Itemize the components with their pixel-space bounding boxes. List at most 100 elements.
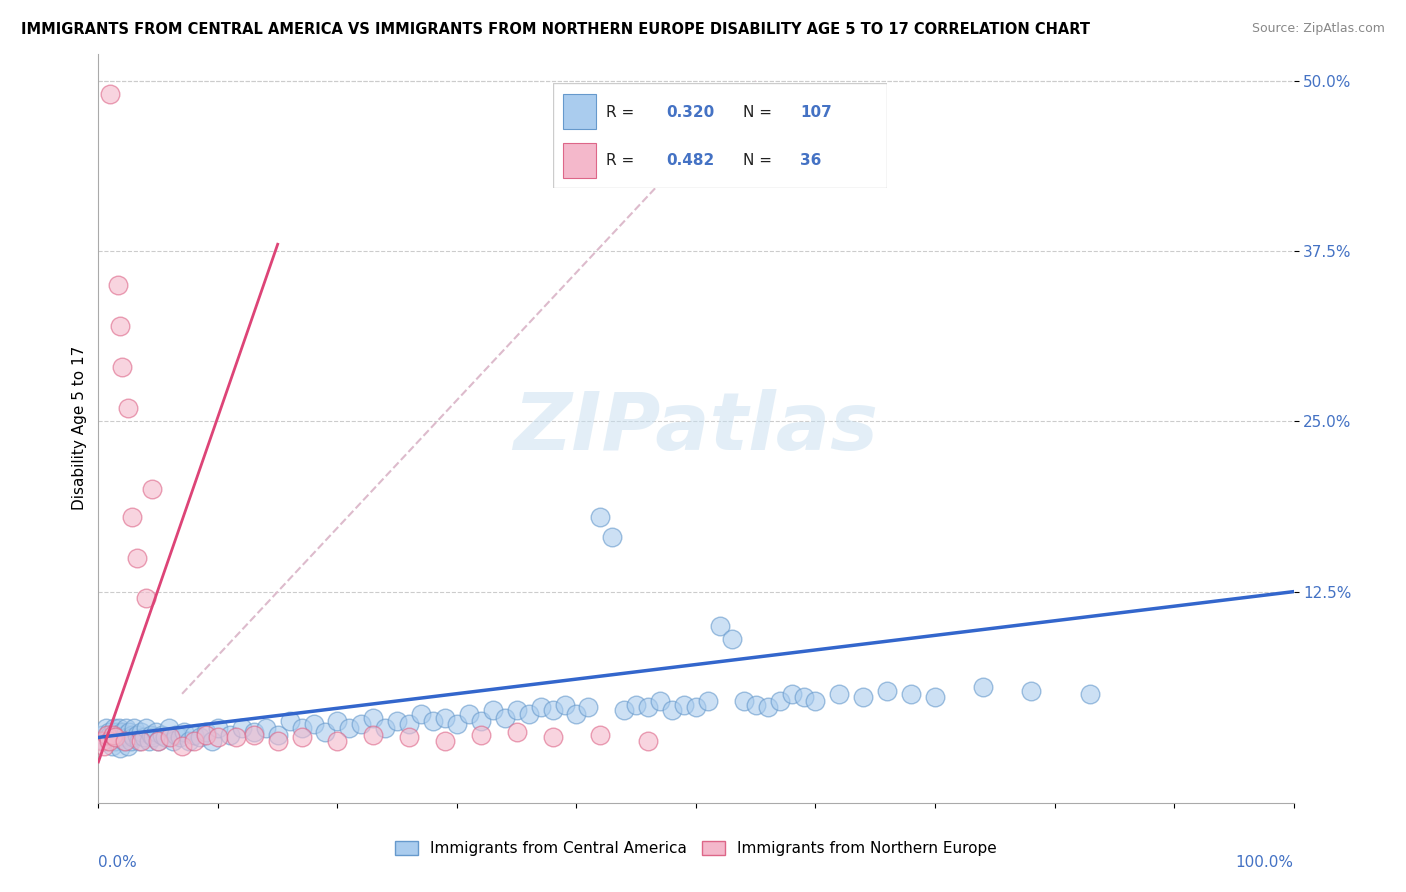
Point (107, 731, 129, 745)
Point (709, 618, 731, 632)
Point (139, 728, 162, 742)
Point (111, 725, 134, 739)
Point (721, 632, 744, 647)
Point (94, 721, 117, 735)
Point (98, 87, 122, 102)
Point (103, 721, 125, 735)
Point (138, 734, 160, 748)
Point (458, 707, 481, 722)
Point (108, 318, 131, 333)
Point (398, 716, 420, 731)
Point (183, 734, 205, 748)
Point (554, 698, 576, 712)
Legend: Immigrants from Central America, Immigrants from Northern Europe: Immigrants from Central America, Immigra… (389, 835, 1002, 863)
Point (91, 734, 114, 748)
Point (155, 731, 177, 745)
Text: 0.0%: 0.0% (98, 855, 138, 871)
Point (179, 734, 201, 748)
Point (98, 728, 122, 742)
Point (828, 687, 851, 701)
Point (541, 703, 564, 717)
Point (115, 721, 138, 735)
Point (434, 711, 457, 725)
Point (120, 734, 142, 748)
Y-axis label: Disability Age 5 to 17: Disability Age 5 to 17 (72, 346, 87, 510)
Point (114, 728, 136, 742)
Point (135, 591, 157, 606)
Point (637, 734, 659, 748)
Point (648, 693, 672, 707)
Point (506, 703, 529, 717)
Point (183, 728, 205, 742)
Point (900, 687, 922, 701)
Point (105, 725, 128, 739)
Point (326, 714, 349, 728)
Point (150, 728, 173, 742)
Point (231, 721, 253, 735)
Point (207, 731, 229, 745)
Point (207, 721, 229, 735)
Point (117, 739, 139, 753)
Point (506, 725, 529, 739)
Point (107, 721, 129, 735)
Point (145, 725, 167, 739)
Point (326, 734, 349, 748)
Point (121, 728, 143, 742)
Point (165, 728, 187, 742)
Point (172, 739, 194, 753)
Point (422, 714, 444, 728)
Point (267, 728, 290, 742)
Point (291, 721, 314, 735)
Point (350, 716, 373, 731)
Point (115, 731, 138, 745)
Point (108, 741, 131, 756)
Point (637, 700, 659, 714)
Point (1080, 687, 1102, 701)
Text: Source: ZipAtlas.com: Source: ZipAtlas.com (1251, 22, 1385, 36)
Point (101, 731, 124, 745)
Point (315, 725, 337, 739)
Point (110, 731, 132, 745)
Point (530, 700, 553, 714)
Point (159, 731, 181, 745)
Point (494, 711, 516, 725)
Text: ZIPatlas: ZIPatlas (513, 389, 879, 467)
Point (131, 734, 153, 748)
Point (626, 698, 648, 712)
Point (374, 721, 396, 735)
Point (125, 728, 148, 742)
Point (121, 509, 143, 524)
Point (578, 700, 600, 714)
Point (661, 703, 683, 717)
Point (876, 684, 898, 698)
Point (112, 734, 135, 748)
Point (169, 731, 191, 745)
Point (411, 707, 433, 722)
Point (225, 731, 247, 745)
Point (291, 731, 314, 745)
Point (97, 731, 120, 745)
Point (128, 734, 150, 748)
Point (243, 725, 266, 739)
Point (254, 721, 277, 735)
Point (195, 725, 218, 739)
Point (398, 731, 420, 745)
Point (142, 731, 165, 745)
Point (470, 728, 492, 742)
Point (339, 721, 361, 735)
Point (157, 721, 180, 735)
Point (267, 734, 290, 748)
Point (98, 734, 121, 748)
Point (188, 731, 211, 745)
Point (107, 278, 129, 293)
Point (91, 728, 114, 742)
Point (745, 698, 768, 712)
Point (93, 739, 115, 753)
Point (517, 707, 540, 722)
Point (768, 693, 790, 707)
Point (111, 359, 134, 374)
Point (541, 731, 564, 745)
Point (780, 687, 803, 701)
Point (141, 483, 163, 497)
Point (793, 690, 815, 704)
